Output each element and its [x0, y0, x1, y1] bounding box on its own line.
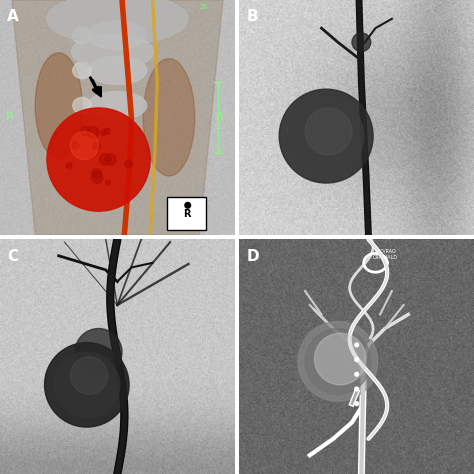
Ellipse shape — [35, 53, 82, 158]
Circle shape — [355, 387, 358, 391]
Circle shape — [105, 154, 116, 165]
Ellipse shape — [47, 0, 188, 45]
Circle shape — [185, 202, 191, 208]
Circle shape — [355, 373, 358, 376]
Text: 20: 20 — [200, 4, 209, 10]
Text: A: A — [216, 112, 223, 122]
Polygon shape — [12, 0, 223, 235]
Circle shape — [72, 142, 79, 149]
Circle shape — [279, 89, 373, 183]
Circle shape — [289, 99, 364, 173]
Ellipse shape — [143, 59, 195, 176]
FancyBboxPatch shape — [166, 197, 207, 230]
Ellipse shape — [88, 91, 146, 119]
Ellipse shape — [88, 21, 146, 49]
Circle shape — [352, 33, 371, 52]
Text: R: R — [183, 209, 190, 219]
Circle shape — [100, 154, 111, 165]
Circle shape — [92, 169, 101, 178]
Ellipse shape — [73, 62, 91, 79]
Circle shape — [75, 328, 122, 375]
Circle shape — [71, 131, 99, 160]
Text: B: B — [246, 9, 258, 24]
Ellipse shape — [88, 56, 146, 84]
Circle shape — [81, 126, 90, 136]
Circle shape — [298, 321, 378, 401]
Circle shape — [66, 163, 72, 168]
Circle shape — [355, 343, 358, 347]
Circle shape — [355, 358, 358, 362]
Text: P: P — [5, 112, 12, 122]
Circle shape — [125, 160, 132, 167]
Circle shape — [71, 356, 108, 394]
Circle shape — [355, 402, 358, 405]
Circle shape — [105, 181, 110, 185]
Text: D: D — [246, 249, 259, 264]
Circle shape — [45, 343, 129, 427]
Circle shape — [91, 172, 103, 183]
Circle shape — [104, 128, 110, 134]
Ellipse shape — [72, 34, 154, 69]
Circle shape — [54, 352, 119, 418]
Circle shape — [101, 130, 107, 135]
Text: A: A — [7, 9, 19, 24]
Ellipse shape — [73, 27, 91, 44]
Circle shape — [305, 108, 352, 155]
Circle shape — [93, 143, 100, 150]
Text: C: C — [7, 249, 18, 264]
Ellipse shape — [73, 97, 91, 114]
Circle shape — [305, 328, 371, 394]
Text: LAO/RAO
CRANIALD: LAO/RAO CRANIALD — [373, 249, 397, 260]
Circle shape — [87, 127, 99, 138]
Circle shape — [47, 108, 150, 211]
Circle shape — [314, 333, 366, 385]
